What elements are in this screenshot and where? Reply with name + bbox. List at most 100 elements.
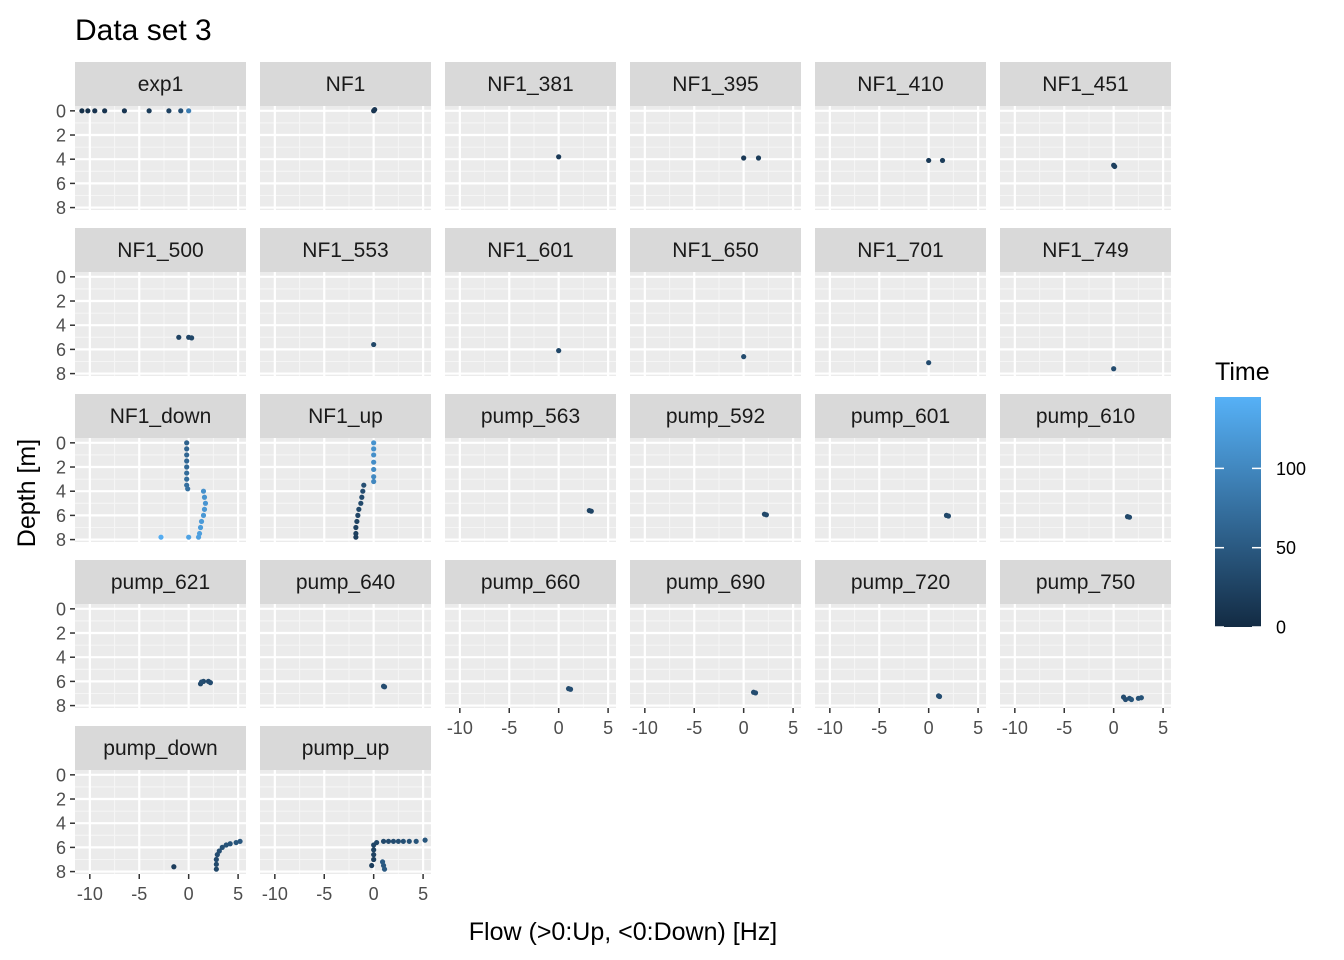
data-point [1138,695,1144,701]
data-point [189,335,195,341]
plot-background [630,604,801,708]
facet-panels: exp1 0 2 4 6 8 NF1 NF1_381 NF1_395 NF1_410 NF1_451… [56,62,1171,904]
strip-label: NF1_381 [487,73,573,96]
strip-background [75,560,246,604]
strip-background [815,394,986,438]
data-point [380,838,387,844]
data-point [371,856,377,863]
data-point [146,108,152,114]
data-point [184,440,190,446]
panel-pump-621: pump_621 0 2 4 6 8 [56,560,246,716]
x-tick-label: 5 [418,884,428,904]
strip-background [260,228,431,272]
panel-pump-down: pump_down 0 2 4 6 8 -10 -5 0 5 [56,726,246,904]
strip-background [815,560,986,604]
strip-label: NF1_410 [857,73,943,96]
strip-background [445,228,616,272]
strip-label: NF1 [326,73,366,96]
plot-background [445,272,616,376]
data-point [195,534,202,540]
legend-colorbar [1215,397,1261,627]
strip-label: pump_592 [666,405,765,428]
chart-title: Data set 3 [75,14,212,47]
strip-label: pump_down [103,737,217,760]
strip-label: NF1_701 [857,239,943,262]
data-point [184,476,190,482]
legend-title: Time [1215,358,1270,386]
y-tick-label: 6 [56,838,66,858]
x-tick-label: -5 [131,884,147,904]
data-point [358,500,364,506]
data-point [371,446,377,452]
strip-background [630,228,801,272]
strip-background [630,560,801,604]
strip-label: pump_720 [851,571,950,594]
strip-background [75,228,246,272]
strip-label: NF1_553 [302,239,388,262]
data-point [186,108,192,114]
x-axis-title: Flow (>0:Up, <0:Down) [Hz] [469,918,777,946]
panel-nf1-601: NF1_601 [445,228,616,376]
data-point [372,107,378,113]
data-point [184,446,190,452]
plot-background [1000,438,1171,542]
data-point [385,838,392,844]
data-point [223,842,229,848]
data-point [763,512,770,518]
strip-background [630,394,801,438]
strip-background [260,560,431,604]
y-tick-label: 6 [56,340,66,360]
y-tick-label: 0 [56,765,66,785]
x-tick-label: -5 [686,718,702,738]
y-tick-label: 4 [56,648,66,668]
x-tick-label: -5 [1056,718,1072,738]
x-tick-label: -10 [77,884,103,904]
data-point [355,512,361,518]
y-tick-label: 2 [56,292,66,312]
data-point [102,108,108,114]
data-point [219,844,225,850]
data-point [381,684,388,690]
data-point [395,838,401,844]
plot-background [630,272,801,376]
panel-pump-720: pump_720 -10 -5 0 5 [815,560,986,738]
data-point [121,108,128,114]
x-tick-label: 5 [1158,718,1168,738]
plot-background [630,106,801,210]
data-point [556,154,562,160]
plot-background [815,106,986,210]
data-point [360,488,366,494]
panel-nf1-down: NF1_down 0 2 4 6 8 [56,394,246,550]
x-tick-label: 0 [924,718,934,738]
panel-pump-up: pump_up -10 -5 0 5 [260,726,431,904]
legend-tick-label: 50 [1276,538,1296,558]
panel-pump-690: pump_690 -10 -5 0 5 [630,560,801,738]
panel-nf1-650: NF1_650 [630,228,801,376]
data-point [926,157,932,164]
plot-background [1000,106,1171,210]
legend-tick-label: 0 [1276,618,1286,638]
panel-pump-750: pump_750 -10 -5 0 5 [1000,560,1171,738]
data-point [374,839,380,846]
y-tick-label: 8 [56,862,66,882]
data-point [216,848,222,854]
y-tick-label: 4 [56,150,66,170]
data-point [200,488,207,494]
data-point [207,680,214,686]
panel-nf1-410: NF1_410 [815,62,986,210]
plot-background [815,438,986,542]
data-point [233,839,239,846]
y-tick-label: 8 [56,530,66,550]
data-point [1111,366,1117,372]
y-tick-label: 6 [56,672,66,692]
data-point [227,841,233,847]
data-point [390,838,397,844]
data-point [213,856,219,863]
panel-nf1-500: NF1_500 0 2 4 6 8 [56,228,246,384]
data-point [939,157,946,164]
panel-nf1-451: NF1_451 [1000,62,1171,210]
strip-background [75,62,246,106]
plot-background [75,438,246,542]
data-point [381,866,388,872]
data-point [359,494,365,500]
